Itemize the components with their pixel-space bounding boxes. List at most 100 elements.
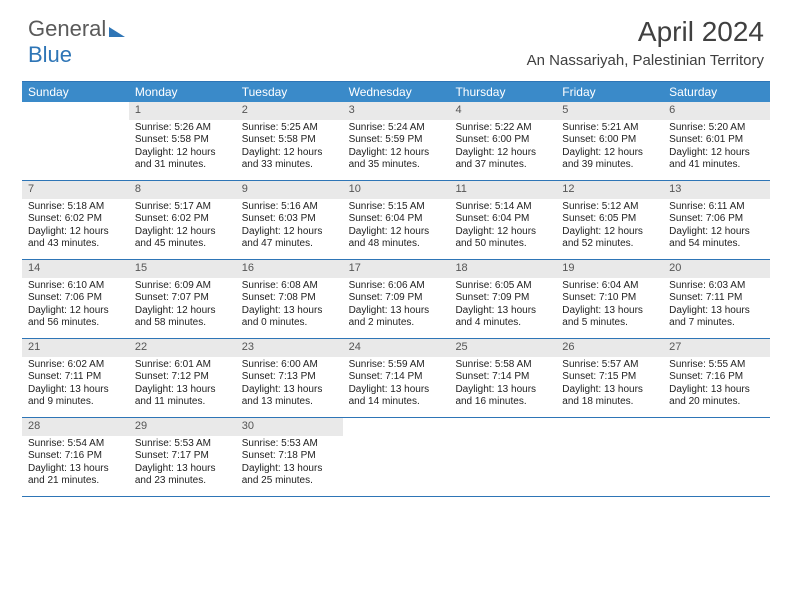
day-line-sr: Sunrise: 5:16 AM [242,201,337,214]
logo-text-1: General [28,16,106,42]
day-body: Sunrise: 6:04 AMSunset: 7:10 PMDaylight:… [556,278,663,334]
logo-triangle-icon [109,27,125,37]
day-cell: 11Sunrise: 5:14 AMSunset: 6:04 PMDayligh… [449,181,556,259]
day-number: 18 [449,260,556,278]
day-cell: 25Sunrise: 5:58 AMSunset: 7:14 PMDayligh… [449,339,556,417]
weekday-mon: Monday [129,82,236,102]
day-body: Sunrise: 5:12 AMSunset: 6:05 PMDaylight:… [556,199,663,255]
day-number: 15 [129,260,236,278]
day-line-d2: and 7 minutes. [669,317,764,330]
day-line-d2: and 23 minutes. [135,475,230,488]
day-line-d1: Daylight: 13 hours [242,384,337,397]
day-line-d1: Daylight: 13 hours [242,305,337,318]
day-cell: 21Sunrise: 6:02 AMSunset: 7:11 PMDayligh… [22,339,129,417]
day-body: Sunrise: 6:05 AMSunset: 7:09 PMDaylight:… [449,278,556,334]
day-cell: 17Sunrise: 6:06 AMSunset: 7:09 PMDayligh… [343,260,450,338]
day-number: 8 [129,181,236,199]
day-body: Sunrise: 5:16 AMSunset: 6:03 PMDaylight:… [236,199,343,255]
day-cell: 8 Sunrise: 5:17 AMSunset: 6:02 PMDaylight… [129,181,236,259]
day-number: 29 [129,418,236,436]
day-line-d1: Daylight: 13 hours [669,384,764,397]
day-line-sr: Sunrise: 5:55 AM [669,359,764,372]
day-line-d1: Daylight: 12 hours [349,147,444,160]
day-number: 9 [236,181,343,199]
day-line-d2: and 16 minutes. [455,396,550,409]
day-cell: 24Sunrise: 5:59 AMSunset: 7:14 PMDayligh… [343,339,450,417]
day-number: 17 [343,260,450,278]
day-line-sr: Sunrise: 6:10 AM [28,280,123,293]
day-cell: 9Sunrise: 5:16 AMSunset: 6:03 PMDaylight… [236,181,343,259]
day-line-sr: Sunrise: 5:21 AM [562,122,657,135]
weekday-sat: Saturday [663,82,770,102]
day-body: Sunrise: 5:55 AMSunset: 7:16 PMDaylight:… [663,357,770,413]
day-line-sr: Sunrise: 6:03 AM [669,280,764,293]
weekday-wed: Wednesday [343,82,450,102]
day-number: 27 [663,339,770,357]
day-number: 16 [236,260,343,278]
week-row: 7Sunrise: 5:18 AMSunset: 6:02 PMDaylight… [22,181,770,260]
day-line-d1: Daylight: 13 hours [562,384,657,397]
day-body: Sunrise: 5:22 AMSunset: 6:00 PMDaylight:… [449,120,556,176]
day-number: 26 [556,339,663,357]
day-number: 6 [663,102,770,120]
day-line-sr: Sunrise: 5:17 AM [135,201,230,214]
day-line-ss: Sunset: 5:58 PM [135,134,230,147]
day-line-ss: Sunset: 7:14 PM [349,371,444,384]
day-line-d1: Daylight: 12 hours [562,147,657,160]
day-line-ss: Sunset: 7:11 PM [669,292,764,305]
day-line-d1: Daylight: 12 hours [455,147,550,160]
week-row: 28Sunrise: 5:54 AMSunset: 7:16 PMDayligh… [22,418,770,497]
day-line-d2: and 11 minutes. [135,396,230,409]
day-body: Sunrise: 5:53 AMSunset: 7:18 PMDaylight:… [236,436,343,492]
day-body: Sunrise: 6:02 AMSunset: 7:11 PMDaylight:… [22,357,129,413]
day-number: 5 [556,102,663,120]
day-line-d1: Daylight: 12 hours [455,226,550,239]
day-line-ss: Sunset: 7:16 PM [669,371,764,384]
day-line-d1: Daylight: 12 hours [135,226,230,239]
day-line-ss: Sunset: 7:11 PM [28,371,123,384]
day-line-d1: Daylight: 12 hours [669,147,764,160]
logo: General [28,16,125,42]
day-number: 28 [22,418,129,436]
day-body: Sunrise: 5:18 AMSunset: 6:02 PMDaylight:… [22,199,129,255]
day-number: 20 [663,260,770,278]
day-line-ss: Sunset: 6:01 PM [669,134,764,147]
day-line-d1: Daylight: 13 hours [242,463,337,476]
day-body: Sunrise: 6:10 AMSunset: 7:06 PMDaylight:… [22,278,129,334]
day-cell: 23Sunrise: 6:00 AMSunset: 7:13 PMDayligh… [236,339,343,417]
day-line-sr: Sunrise: 5:18 AM [28,201,123,214]
day-line-ss: Sunset: 6:03 PM [242,213,337,226]
day-line-sr: Sunrise: 6:05 AM [455,280,550,293]
day-cell: 12Sunrise: 5:12 AMSunset: 6:05 PMDayligh… [556,181,663,259]
day-line-ss: Sunset: 7:12 PM [135,371,230,384]
day-cell: 26Sunrise: 5:57 AMSunset: 7:15 PMDayligh… [556,339,663,417]
day-line-d2: and 45 minutes. [135,238,230,251]
day-body: Sunrise: 5:26 AMSunset: 5:58 PMDaylight:… [129,120,236,176]
day-line-sr: Sunrise: 5:26 AM [135,122,230,135]
day-cell: 19Sunrise: 6:04 AMSunset: 7:10 PMDayligh… [556,260,663,338]
day-line-ss: Sunset: 7:18 PM [242,450,337,463]
day-line-ss: Sunset: 7:06 PM [28,292,123,305]
day-line-ss: Sunset: 7:08 PM [242,292,337,305]
day-line-ss: Sunset: 7:10 PM [562,292,657,305]
day-cell: 22Sunrise: 6:01 AMSunset: 7:12 PMDayligh… [129,339,236,417]
day-number: 14 [22,260,129,278]
day-line-d1: Daylight: 13 hours [669,305,764,318]
day-number: 21 [22,339,129,357]
day-line-ss: Sunset: 7:13 PM [242,371,337,384]
day-body: Sunrise: 6:08 AMSunset: 7:08 PMDaylight:… [236,278,343,334]
day-line-d1: Daylight: 13 hours [135,463,230,476]
day-line-ss: Sunset: 7:07 PM [135,292,230,305]
day-body: Sunrise: 5:14 AMSunset: 6:04 PMDaylight:… [449,199,556,255]
day-line-ss: Sunset: 7:09 PM [455,292,550,305]
day-line-d1: Daylight: 12 hours [349,226,444,239]
week-row: 14Sunrise: 6:10 AMSunset: 7:06 PMDayligh… [22,260,770,339]
day-body: Sunrise: 6:03 AMSunset: 7:11 PMDaylight:… [663,278,770,334]
day-line-sr: Sunrise: 6:08 AM [242,280,337,293]
day-line-sr: Sunrise: 5:22 AM [455,122,550,135]
day-line-d1: Daylight: 12 hours [242,226,337,239]
day-line-ss: Sunset: 6:02 PM [135,213,230,226]
weekday-tue: Tuesday [236,82,343,102]
day-line-d1: Daylight: 13 hours [562,305,657,318]
day-line-d1: Daylight: 13 hours [135,384,230,397]
